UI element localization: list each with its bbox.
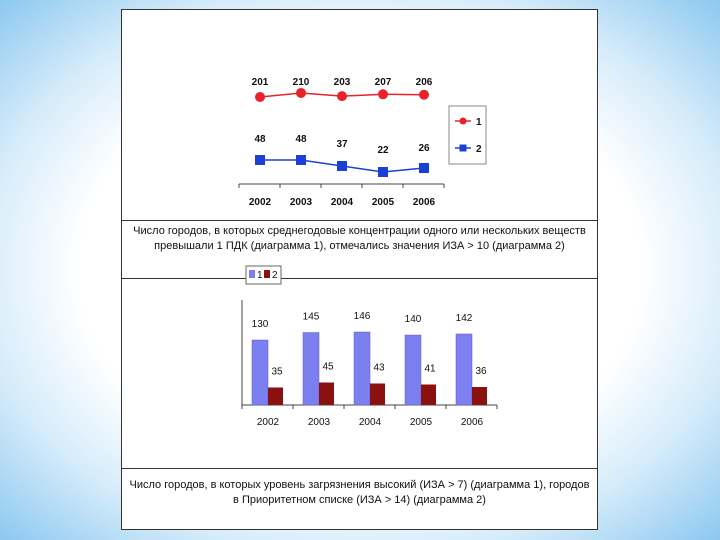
bar-2-data-label: 41	[424, 364, 436, 375]
legend-marker-2	[459, 144, 467, 152]
series-1-data-label: 201	[252, 77, 269, 88]
series-2-point	[337, 161, 347, 171]
x-tick-label: 2002	[249, 197, 272, 208]
series-1-point	[255, 92, 265, 102]
divider-line	[122, 220, 597, 221]
x-tick-label: 2006	[461, 417, 484, 428]
legend-label-1: 1	[476, 117, 482, 128]
bar-1-data-label: 146	[354, 311, 371, 322]
series-2-data-label: 48	[295, 134, 307, 145]
legend-swatch-1	[249, 270, 255, 278]
bar-chart: 1 2 130 35 2002 145 45 2003 146 43 2004 140 41 2005 14…	[241, 265, 498, 428]
series-1-data-label: 206	[416, 77, 433, 88]
series-1-point	[419, 89, 429, 100]
line-chart-caption: Число городов, в которых среднегодовые к…	[133, 225, 586, 252]
bar-series-1	[404, 334, 422, 406]
bar-1-data-label: 145	[303, 312, 320, 323]
legend-label-2: 2	[476, 144, 482, 155]
slide-panel: 2002 2003 2004 2005 2006 201 210 203 207 206 48 48 3…	[121, 9, 598, 530]
line-chart: 2002 2003 2004 2005 2006 201 210 203 207 206 48 48 3…	[238, 77, 487, 208]
series-1-data-label: 207	[375, 77, 392, 88]
series-2-point	[419, 163, 429, 173]
bar-series-1	[353, 331, 371, 406]
x-tick-label: 2003	[290, 197, 313, 208]
series-2-data-label: 37	[336, 139, 348, 150]
bar-1-data-label: 130	[252, 319, 269, 330]
divider-line	[122, 278, 597, 279]
legend-label-1: 1	[257, 270, 263, 281]
series-1-data-label: 203	[334, 77, 351, 88]
bar-series-2	[472, 387, 487, 405]
legend-marker-1	[459, 117, 467, 125]
legend-swatch-2	[264, 270, 270, 278]
bar-1-data-label: 142	[456, 313, 473, 324]
series-1-data-label: 210	[293, 77, 310, 88]
series-2-point	[296, 155, 306, 165]
series-1-point	[378, 89, 388, 100]
divider-line	[122, 468, 597, 469]
x-tick-label: 2004	[359, 417, 382, 428]
bar-series-1	[251, 339, 269, 406]
bar-2-data-label: 43	[373, 363, 385, 374]
x-tick-label: 2005	[372, 197, 395, 208]
x-tick-label: 2002	[257, 417, 280, 428]
bar-1-data-label: 140	[405, 314, 422, 325]
series-2-data-label: 22	[377, 145, 389, 156]
legend-label-2: 2	[272, 270, 278, 281]
bar-series-1	[455, 333, 473, 406]
bar-series-2	[421, 384, 436, 405]
series-2-point	[378, 167, 388, 177]
series-2-data-label: 26	[418, 143, 430, 154]
bar-chart-caption: Число городов, в которых уровень загрязн…	[129, 479, 590, 506]
x-tick-label: 2004	[331, 197, 354, 208]
bar-series-2	[319, 382, 334, 405]
bar-2-data-label: 35	[271, 367, 283, 378]
x-tick-label: 2005	[410, 417, 433, 428]
series-2-data-label: 48	[254, 134, 266, 145]
bar-2-data-label: 36	[475, 366, 487, 377]
series-1-point	[337, 91, 347, 102]
x-tick-label: 2003	[308, 417, 331, 428]
bar-series-1	[302, 332, 320, 406]
bar-2-data-label: 45	[322, 362, 334, 373]
series-2-point	[255, 155, 265, 165]
bar-series-2	[268, 387, 283, 405]
bar-series-2	[370, 383, 385, 405]
series-1-point	[296, 87, 306, 98]
legend-box	[448, 105, 487, 165]
x-tick-label: 2006	[413, 197, 436, 208]
